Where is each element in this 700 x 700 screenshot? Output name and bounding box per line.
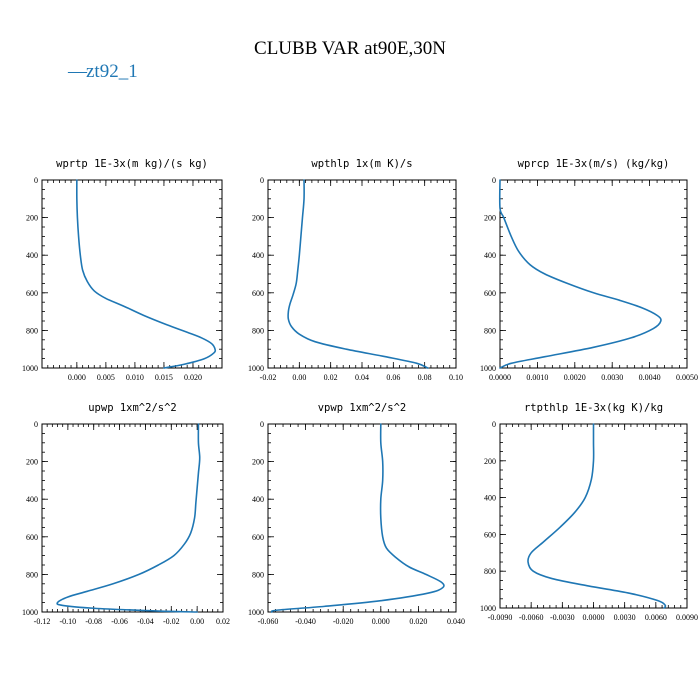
x-tick-label: -0.0090 <box>488 613 513 622</box>
y-tick-label: 400 <box>252 251 264 260</box>
y-tick-label: 600 <box>252 289 264 298</box>
x-tick-label: 0.10 <box>449 373 463 382</box>
x-tick-label: -0.12 <box>34 617 51 626</box>
series-line-zt92_1 <box>56 423 201 613</box>
y-tick-label: 0 <box>34 420 38 429</box>
x-tick-label: -0.0030 <box>550 613 575 622</box>
chart-panel-6: rtpthlp 1E-3x(kg K)/kg02004006008001000-… <box>480 402 698 622</box>
y-tick-label: 1000 <box>480 604 496 613</box>
y-tick-label: 1000 <box>22 364 38 373</box>
x-tick-label: 0.000 <box>372 617 390 626</box>
x-tick-label: 0.0000 <box>489 373 511 382</box>
y-tick-label: 600 <box>484 289 496 298</box>
x-tick-label: 0.020 <box>409 617 427 626</box>
y-tick-label: 600 <box>484 530 496 539</box>
y-tick-label: 400 <box>484 251 496 260</box>
x-tick-label: 0.0030 <box>614 613 636 622</box>
series-line-zt92_1 <box>527 423 667 609</box>
y-tick-label: 200 <box>484 457 496 466</box>
y-tick-label: 0 <box>260 420 264 429</box>
y-tick-label: 0 <box>492 420 496 429</box>
y-tick-label: 1000 <box>248 608 264 617</box>
x-tick-label: 0.000 <box>68 373 86 382</box>
x-tick-label: 0.0040 <box>639 373 661 382</box>
x-tick-label: 0.015 <box>155 373 173 382</box>
y-tick-label: 0 <box>260 176 264 185</box>
x-tick-label: 0.00 <box>292 373 306 382</box>
chart-panel-4: upwp 1xm^2/s^2 0 200 400 600 800 1000-0.12 -0.1… <box>22 402 230 626</box>
y-tick-label: 1000 <box>480 364 496 373</box>
panel-title: vpwp 1xm^2/s^2 <box>318 402 407 414</box>
x-tick-label: 0.0030 <box>601 373 623 382</box>
y-tick-label: 0 <box>34 176 38 185</box>
x-tick-label: -0.10 <box>60 617 77 626</box>
y-tick-label: 1000 <box>248 364 264 373</box>
x-tick-label: 0.0010 <box>526 373 548 382</box>
y-tick-label: 400 <box>252 495 264 504</box>
y-tick-label: 200 <box>26 214 38 223</box>
y-tick-label: 800 <box>484 326 496 335</box>
y-tick-label: 800 <box>252 326 264 335</box>
y-tick-label: 400 <box>26 251 38 260</box>
y-tick-label: 600 <box>26 289 38 298</box>
x-tick-label: 0.0060 <box>645 613 667 622</box>
series-line-zt92_1 <box>270 423 445 613</box>
panel-title: wprtp 1E-3x(m kg)/(s kg) <box>56 158 208 170</box>
y-tick-label: 800 <box>26 326 38 335</box>
x-tick-label: 0.040 <box>447 617 465 626</box>
x-tick-label: -0.020 <box>333 617 354 626</box>
legend: — zt92_1 <box>67 61 138 82</box>
x-tick-label: 0.06 <box>386 373 400 382</box>
panel-title: rtpthlp 1E-3x(kg K)/kg <box>524 402 663 414</box>
y-tick-label: 200 <box>252 458 264 467</box>
x-tick-label: 0.005 <box>97 373 115 382</box>
x-tick-label: 0.00 <box>190 617 204 626</box>
x-tick-label: -0.0060 <box>519 613 544 622</box>
x-tick-label: 0.04 <box>355 373 369 382</box>
x-tick-label: 0.020 <box>184 373 202 382</box>
y-tick-label: 800 <box>26 570 38 579</box>
x-tick-label: -0.02 <box>163 617 180 626</box>
x-tick-label: -0.060 <box>258 617 279 626</box>
y-tick-label: 1000 <box>22 608 38 617</box>
series-line-zt92_1 <box>287 179 429 369</box>
x-tick-label: 0.0000 <box>583 613 605 622</box>
y-tick-label: 200 <box>252 214 264 223</box>
x-tick-label: 0.0020 <box>564 373 586 382</box>
y-tick-label: 400 <box>484 494 496 503</box>
chart-panel-3: wprcp 1E-3x(m/s) (kg/kg) 0 200 400 600 800 100… <box>480 158 698 382</box>
panel-title: wprcp 1E-3x(m/s) (kg/kg) <box>518 158 670 170</box>
panels: wprtp 1E-3x(m kg)/(s kg) 0 200 400 600 800 100… <box>22 158 698 626</box>
x-tick-label: -0.06 <box>111 617 128 626</box>
x-tick-label: -0.04 <box>137 617 154 626</box>
y-tick-label: 800 <box>484 567 496 576</box>
series-line-zt92_1 <box>75 179 217 369</box>
x-tick-label: 0.0050 <box>676 373 698 382</box>
y-tick-label: 600 <box>26 533 38 542</box>
chart-panel-1: wprtp 1E-3x(m kg)/(s kg) 0 200 400 600 800 100… <box>22 158 223 382</box>
figure-title: CLUBB VAR at90E,30N <box>254 38 446 59</box>
legend-line-marker: — <box>67 61 88 82</box>
y-tick-label: 0 <box>492 176 496 185</box>
x-tick-label: 0.02 <box>324 373 338 382</box>
y-tick-label: 600 <box>252 533 264 542</box>
y-tick-label: 800 <box>252 570 264 579</box>
panel-title: upwp 1xm^2/s^2 <box>88 402 177 414</box>
y-tick-label: 400 <box>26 495 38 504</box>
y-tick-label: 200 <box>26 458 38 467</box>
x-tick-label: 0.010 <box>126 373 144 382</box>
series-line-zt92_1 <box>498 179 662 369</box>
x-tick-label: -0.08 <box>85 617 102 626</box>
chart-panel-2: wpthlp 1x(m K)/s 0 200 400 600 800 1000-0.02 0.… <box>248 158 463 382</box>
x-tick-label: 0.08 <box>418 373 432 382</box>
legend-label: zt92_1 <box>86 61 138 82</box>
y-tick-label: 200 <box>484 214 496 223</box>
x-tick-label: 0.0090 <box>676 613 698 622</box>
x-tick-label: -0.040 <box>295 617 316 626</box>
chart-panel-5: vpwp 1xm^2/s^2 0 200 400 600 800 1000-0.060 -0.… <box>248 402 465 626</box>
x-tick-label: -0.02 <box>260 373 277 382</box>
panel-title: wpthlp 1x(m K)/s <box>311 158 412 170</box>
x-tick-label: 0.02 <box>216 617 230 626</box>
